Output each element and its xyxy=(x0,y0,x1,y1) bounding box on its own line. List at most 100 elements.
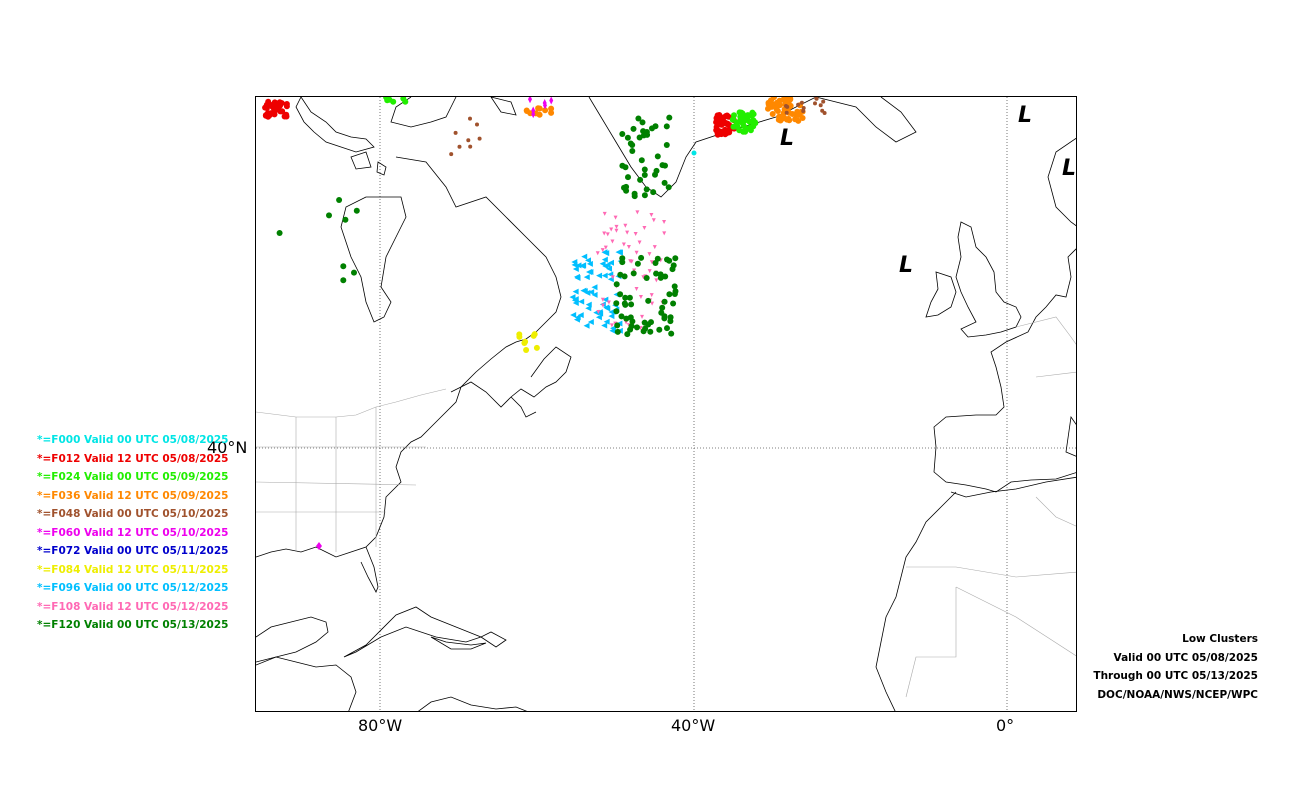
info-valid: Valid 00 UTC 05/08/2025 xyxy=(1113,651,1258,664)
cluster-marker xyxy=(814,97,819,101)
lon-label-0: 0° xyxy=(996,716,1015,735)
cluster-marker xyxy=(670,262,677,269)
cluster-marker xyxy=(641,172,648,178)
cluster-marker xyxy=(648,319,654,326)
cluster-marker xyxy=(662,219,667,224)
cluster-marker xyxy=(654,255,661,262)
cluster-marker xyxy=(665,184,672,191)
cluster-marker xyxy=(583,322,590,329)
cluster-marker xyxy=(604,305,611,312)
cluster-marker xyxy=(784,116,790,123)
cluster-marker xyxy=(591,291,598,298)
cluster-marker xyxy=(637,176,644,183)
cluster-marker xyxy=(581,253,588,260)
cluster-marker xyxy=(610,325,617,332)
cluster-marker xyxy=(668,330,675,337)
cluster-marker xyxy=(528,97,533,104)
cluster-marker xyxy=(721,114,728,121)
cluster-marker xyxy=(625,230,630,235)
cluster-marker xyxy=(630,125,637,132)
lon-label-40w: 40°W xyxy=(671,716,716,735)
cluster-marker xyxy=(607,259,614,266)
cluster-marker xyxy=(316,542,322,550)
cluster-marker xyxy=(801,109,806,113)
cluster-marker xyxy=(262,104,269,111)
cluster-marker xyxy=(586,269,593,276)
cluster-marker xyxy=(639,119,646,126)
cluster-marker xyxy=(787,102,794,109)
cluster-marker xyxy=(799,115,806,121)
cluster-marker xyxy=(580,262,587,269)
low-label: L xyxy=(1018,103,1032,128)
cluster-marker xyxy=(573,273,580,280)
cluster-marker xyxy=(732,123,739,130)
low-label: L xyxy=(780,126,794,151)
cluster-marker xyxy=(466,138,471,143)
low-labels: L L L L xyxy=(780,103,1076,278)
cluster-marker xyxy=(663,142,670,148)
forecast-legend: *=F000 Valid 00 UTC 05/08/2025 *=F012 Va… xyxy=(37,434,228,638)
cluster-marker xyxy=(631,193,638,200)
low-label: L xyxy=(899,253,913,278)
cluster-marker xyxy=(549,97,554,105)
cluster-marker xyxy=(818,103,823,108)
low-label: L xyxy=(1062,156,1076,181)
cluster-marker xyxy=(351,269,357,276)
cluster-marker xyxy=(468,144,473,149)
cluster-marker xyxy=(605,232,610,237)
cluster-marker xyxy=(664,325,670,332)
cluster-marker xyxy=(536,111,543,118)
cluster-marker xyxy=(624,134,631,141)
cluster-marker xyxy=(623,315,630,322)
cluster-marker xyxy=(626,245,631,250)
cluster-marker xyxy=(666,291,673,298)
cluster-marker xyxy=(584,257,591,264)
cluster-marker xyxy=(736,127,743,134)
cluster-marker xyxy=(584,289,591,296)
cluster-marker xyxy=(722,131,729,138)
cluster-marker xyxy=(714,113,721,120)
cluster-marker xyxy=(647,252,652,257)
coastlines xyxy=(256,97,1076,711)
cluster-marker xyxy=(795,117,802,124)
cluster-marker xyxy=(601,272,608,279)
cluster-marker xyxy=(468,116,472,121)
cluster-marker xyxy=(640,314,645,319)
cluster-marker xyxy=(622,294,629,301)
cluster-marker xyxy=(769,111,776,117)
cluster-marker xyxy=(781,97,788,101)
cluster-marker xyxy=(627,326,634,333)
cluster-marker xyxy=(661,298,668,305)
cluster-marker xyxy=(603,318,610,325)
cluster-marker xyxy=(635,115,642,122)
cluster-marker xyxy=(578,298,585,305)
cluster-marker xyxy=(654,278,659,283)
cluster-marker xyxy=(638,295,643,300)
cluster-marker xyxy=(630,270,637,277)
legend-entry-f012: *=F012 Valid 12 UTC 05/08/2025 xyxy=(37,452,229,465)
cluster-marker xyxy=(634,260,641,267)
cluster-marker xyxy=(663,123,670,130)
legend-entry-f072: *=F072 Valid 00 UTC 05/11/2025 xyxy=(37,545,229,557)
cluster-marker xyxy=(652,171,658,178)
cluster-marker xyxy=(628,301,635,308)
cluster-marker xyxy=(643,275,650,281)
cluster-marker xyxy=(606,300,611,305)
cluster-marker xyxy=(623,187,630,194)
cluster-marker xyxy=(653,270,660,277)
legend-entry-f024: *=F024 Valid 00 UTC 05/09/2025 xyxy=(37,471,229,483)
cluster-marker xyxy=(729,116,736,123)
cluster-marker xyxy=(601,249,608,256)
cluster-marker xyxy=(577,312,584,319)
cluster-marker xyxy=(610,275,615,280)
cluster-marker xyxy=(642,226,647,231)
cluster-marker xyxy=(656,326,663,333)
cluster-marker xyxy=(613,215,618,220)
cluster-marker xyxy=(602,231,607,236)
cluster-marker xyxy=(643,186,650,193)
cluster-marker xyxy=(531,106,536,115)
lat-label-40n: 40°N xyxy=(207,438,248,457)
cluster-marker xyxy=(617,291,624,298)
cluster-marker xyxy=(453,130,458,135)
cluster-marker xyxy=(749,109,756,116)
